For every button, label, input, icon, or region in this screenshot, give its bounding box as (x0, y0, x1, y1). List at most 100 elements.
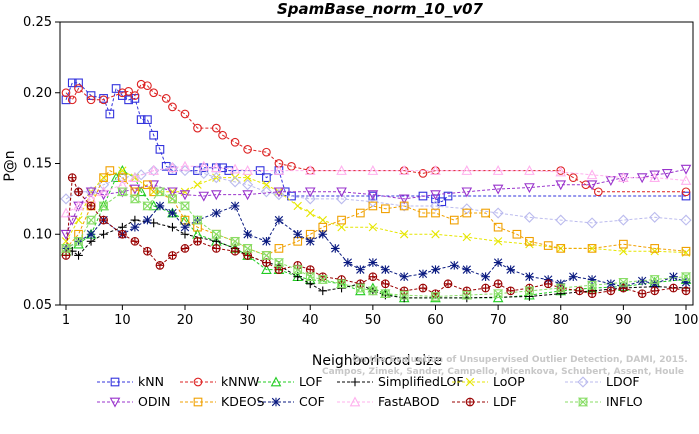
data-point (381, 204, 390, 214)
legend: kNN kNNW LOF SimplifiedLOF LoOP LDOF ODIN KDEOS… (97, 374, 643, 409)
data-point (586, 217, 598, 229)
legend-item-INFLO: INFLO (565, 394, 643, 409)
legend-item-kNNW: kNNW (180, 374, 259, 389)
data-point (74, 84, 83, 93)
data-point (304, 193, 316, 205)
data-point (356, 265, 365, 274)
data-point (330, 244, 340, 253)
data-point (650, 247, 659, 256)
data-point (336, 165, 347, 175)
data-point (661, 169, 673, 179)
data-point (130, 236, 140, 246)
data-point (444, 279, 452, 288)
x-tick-label: 80 (552, 313, 569, 328)
data-point (243, 145, 252, 154)
data-point (431, 265, 440, 274)
data-point (343, 258, 353, 267)
data-point (336, 187, 347, 198)
data-point (368, 222, 378, 232)
data-point (368, 201, 378, 211)
data-point (681, 191, 691, 201)
data-point (262, 237, 271, 246)
data-point (492, 207, 504, 219)
data-point (619, 283, 628, 293)
data-point (261, 251, 272, 260)
data-point (262, 173, 271, 183)
data-point (481, 208, 490, 218)
data-point (168, 251, 177, 260)
series-line (65, 169, 687, 299)
data-point (593, 187, 603, 197)
data-point (637, 289, 647, 299)
y-axis-label: P@n (2, 150, 18, 181)
data-point (681, 246, 691, 256)
data-point (86, 201, 96, 211)
data-point (381, 279, 390, 289)
series-line (65, 167, 687, 224)
data-point (399, 291, 409, 299)
data-point (167, 187, 178, 198)
data-point (419, 284, 427, 292)
data-point (618, 172, 629, 182)
data-point (556, 284, 566, 292)
data-point (273, 187, 285, 198)
data-point (649, 211, 661, 223)
x-tick-label: 60 (427, 313, 444, 328)
data-point (430, 292, 441, 303)
data-point (168, 251, 177, 260)
data-point (512, 229, 522, 239)
series-LoOP (61, 166, 691, 257)
data-point (481, 283, 490, 293)
data-point (398, 194, 410, 205)
data-point (166, 162, 179, 174)
data-point (73, 200, 84, 211)
data-point (381, 279, 390, 288)
data-point (449, 215, 459, 225)
data-point (619, 239, 628, 249)
data-point (143, 246, 152, 256)
data-point (669, 283, 678, 293)
data-point (493, 237, 503, 246)
data-point (99, 215, 108, 225)
data-point (243, 244, 252, 253)
series-line (65, 82, 686, 203)
data-point (462, 265, 472, 274)
data-point (261, 264, 272, 274)
data-point (274, 215, 284, 225)
data-point (229, 163, 241, 174)
data-point (355, 208, 365, 218)
data-point (180, 109, 190, 119)
data-point (168, 102, 177, 112)
legend-item-kNN: kNN (97, 374, 164, 389)
legend-marker (193, 397, 203, 407)
data-point (210, 162, 222, 173)
data-point (525, 272, 534, 281)
data-point (124, 86, 133, 96)
data-point (587, 281, 597, 289)
data-point (130, 195, 140, 203)
legend-marker (110, 377, 120, 387)
data-point (67, 78, 77, 88)
legend-label: SimplifiedLOF (378, 374, 464, 389)
data-point (74, 237, 83, 246)
chart-title: SpamBase_norm_10_v07 (277, 0, 484, 18)
data-point (575, 286, 584, 296)
y-tick-label: 0.20 (23, 86, 52, 101)
data-point (617, 214, 629, 226)
data-point (99, 216, 108, 224)
data-point (681, 187, 691, 197)
legend-item-COF: COF (258, 394, 325, 409)
data-point (155, 188, 165, 196)
data-point (418, 191, 428, 201)
data-point (543, 279, 553, 289)
data-point (492, 165, 504, 175)
data-point (243, 173, 252, 182)
data-point (87, 202, 95, 210)
data-point (155, 201, 165, 211)
data-point (262, 180, 271, 189)
y-tick-label: 0.05 (23, 298, 52, 313)
data-point (243, 251, 252, 260)
legend-label: LoOP (493, 374, 525, 389)
data-point (180, 244, 190, 253)
data-point (242, 179, 254, 191)
